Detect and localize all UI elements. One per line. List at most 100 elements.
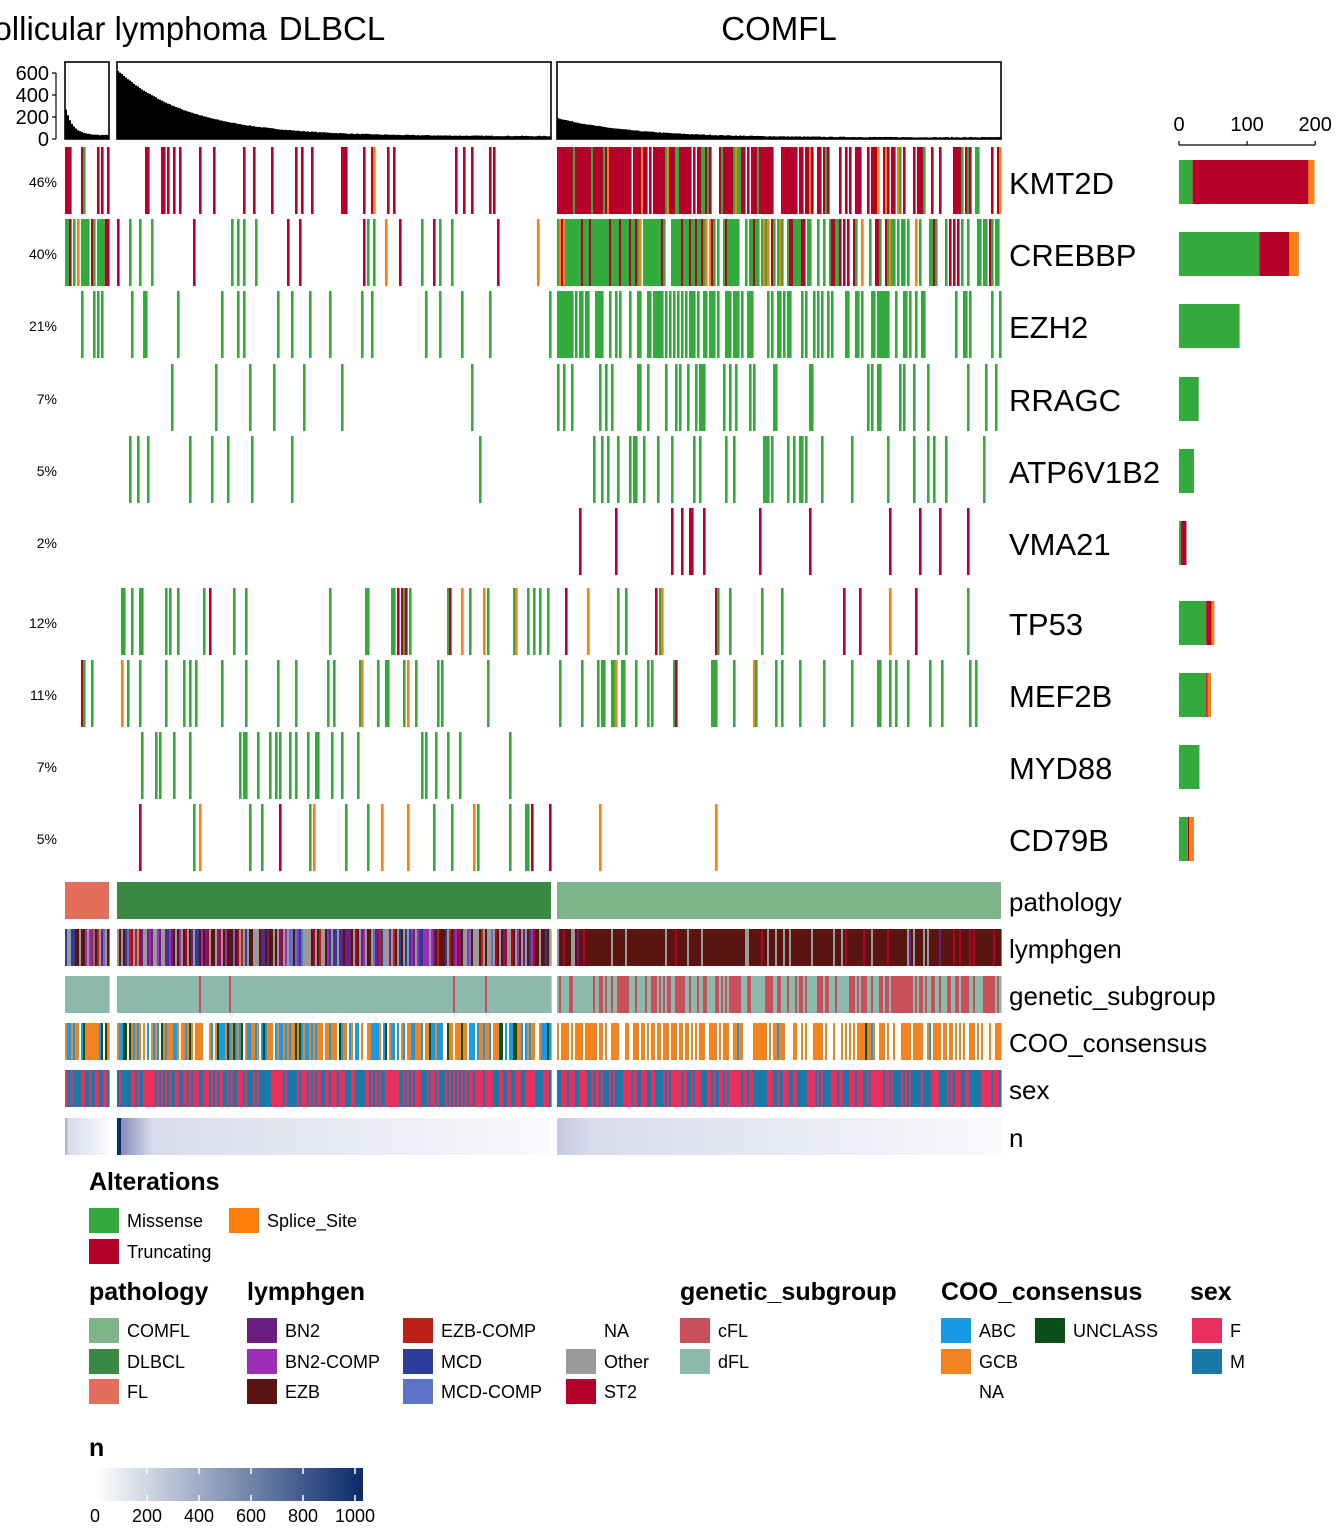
coo-consensus-cell xyxy=(531,1023,534,1060)
mutation-cell xyxy=(613,219,616,286)
lymphgen-cell xyxy=(699,929,702,966)
mutation-cell xyxy=(299,219,302,286)
mutation-cell xyxy=(313,804,316,871)
genetic-subgroup-cell xyxy=(485,976,488,1013)
coo-consensus-cell xyxy=(101,1023,104,1060)
genetic-subgroup-cell xyxy=(975,976,978,1013)
sex-cell xyxy=(557,1070,560,1107)
sex-cell xyxy=(143,1070,146,1107)
genetic-subgroup-cell xyxy=(487,976,490,1013)
lymphgen-cell xyxy=(533,929,536,966)
lymphgen-cell xyxy=(771,929,774,966)
legend-title-genetic-subgroup: genetic_subgroup xyxy=(680,1278,897,1306)
row-percent-kmt2d: 46% xyxy=(29,174,57,190)
genetic-subgroup-cell xyxy=(163,976,166,1013)
coo-consensus-cell xyxy=(239,1023,242,1060)
lymphgen-cell xyxy=(903,929,906,966)
mutation-cell xyxy=(345,804,348,871)
coo-consensus-cell xyxy=(193,1023,196,1060)
lymphgen-cell xyxy=(825,929,828,966)
lymphgen-cell xyxy=(335,929,338,966)
mutation-cell xyxy=(673,660,676,727)
mutation-cell xyxy=(709,147,712,214)
coo-consensus-cell xyxy=(337,1023,340,1060)
genetic-subgroup-cell xyxy=(735,976,738,1013)
gene-bar-mef2b-missense xyxy=(1179,673,1207,717)
mutation-cell xyxy=(255,219,258,286)
coo-consensus-cell xyxy=(769,1023,772,1060)
sex-cell xyxy=(245,1070,248,1107)
legend-alt-missense-label: Missense xyxy=(127,1211,203,1231)
mutation-cell xyxy=(637,364,640,431)
genetic-subgroup-cell xyxy=(123,976,126,1013)
mutation-cell xyxy=(549,804,552,871)
coo-consensus-cell xyxy=(145,1023,148,1060)
coo-consensus-cell xyxy=(167,1023,170,1060)
genetic-subgroup-cell xyxy=(717,976,720,1013)
coo-consensus-cell xyxy=(285,1023,288,1060)
mutation-cell xyxy=(233,588,236,655)
coo-consensus-cell xyxy=(503,1023,506,1060)
mutation-cell xyxy=(665,364,668,431)
genetic-subgroup-cell xyxy=(685,976,688,1013)
lymphgen-cell xyxy=(105,929,108,966)
mutation-cell xyxy=(805,147,808,214)
mutation-cell xyxy=(749,364,752,431)
genetic-subgroup-cell xyxy=(781,976,784,1013)
coo-consensus-cell xyxy=(389,1023,392,1060)
annotation-tracks: pathologylymphgengenetic_subgroupCOO_con… xyxy=(65,882,1216,1155)
lymphgen-cell xyxy=(405,929,408,966)
sex-cell xyxy=(253,1070,256,1107)
mutation-cell xyxy=(591,147,594,214)
mutation-cell xyxy=(129,436,132,503)
genetic-subgroup-cell xyxy=(207,976,210,1013)
sex-cell xyxy=(853,1070,856,1107)
legend-lymphgen-mcd-comp-swatch xyxy=(403,1379,433,1404)
mutation-cell xyxy=(639,364,642,431)
genetic-subgroup-cell xyxy=(383,976,386,1013)
sex-cell xyxy=(807,1070,810,1107)
mutation-cell xyxy=(101,219,104,286)
genetic-subgroup-cell xyxy=(183,976,186,1013)
sex-cell xyxy=(825,1070,828,1107)
sex-cell xyxy=(325,1070,328,1107)
coo-consensus-cell xyxy=(835,1023,838,1060)
coo-consensus-cell xyxy=(935,1023,938,1060)
genetic-subgroup-cell xyxy=(725,976,728,1013)
mutation-cell xyxy=(279,732,282,799)
mutation-cell xyxy=(615,147,618,214)
sex-cell xyxy=(327,1070,330,1107)
sex-cell xyxy=(691,1070,694,1107)
genetic-subgroup-cell xyxy=(419,976,422,1013)
mutation-cell xyxy=(515,588,518,655)
mutation-cell xyxy=(781,660,784,727)
coo-consensus-cell xyxy=(233,1023,236,1060)
mutation-cell xyxy=(139,219,142,286)
coo-consensus-cell xyxy=(291,1023,294,1060)
sex-cell xyxy=(159,1070,162,1107)
mutation-cell xyxy=(983,219,986,286)
lymphgen-cell xyxy=(921,929,924,966)
coo-consensus-cell xyxy=(855,1023,858,1060)
genetic-subgroup-cell xyxy=(715,976,718,1013)
mutation-cell xyxy=(581,660,584,727)
coo-consensus-cell xyxy=(259,1023,262,1060)
mutation-cell xyxy=(677,147,680,214)
genetic-subgroup-cell xyxy=(787,976,790,1013)
genetic-subgroup-cell xyxy=(695,976,698,1013)
genetic-subgroup-cell xyxy=(661,976,664,1013)
sex-cell xyxy=(141,1070,144,1107)
genetic-subgroup-cell xyxy=(249,976,252,1013)
genetic-subgroup-cell xyxy=(935,976,938,1013)
genetic-subgroup-cell xyxy=(737,976,740,1013)
mutation-cell xyxy=(359,660,362,727)
mutation-cell xyxy=(837,219,840,286)
genetic-subgroup-cell xyxy=(263,976,266,1013)
sex-cell xyxy=(483,1070,486,1107)
coo-consensus-cell xyxy=(297,1023,300,1060)
sex-cell xyxy=(473,1070,476,1107)
coo-consensus-cell xyxy=(863,1023,866,1060)
lymphgen-cell xyxy=(599,929,602,966)
mutation-cell xyxy=(329,291,332,358)
sex-cell xyxy=(967,1070,970,1107)
